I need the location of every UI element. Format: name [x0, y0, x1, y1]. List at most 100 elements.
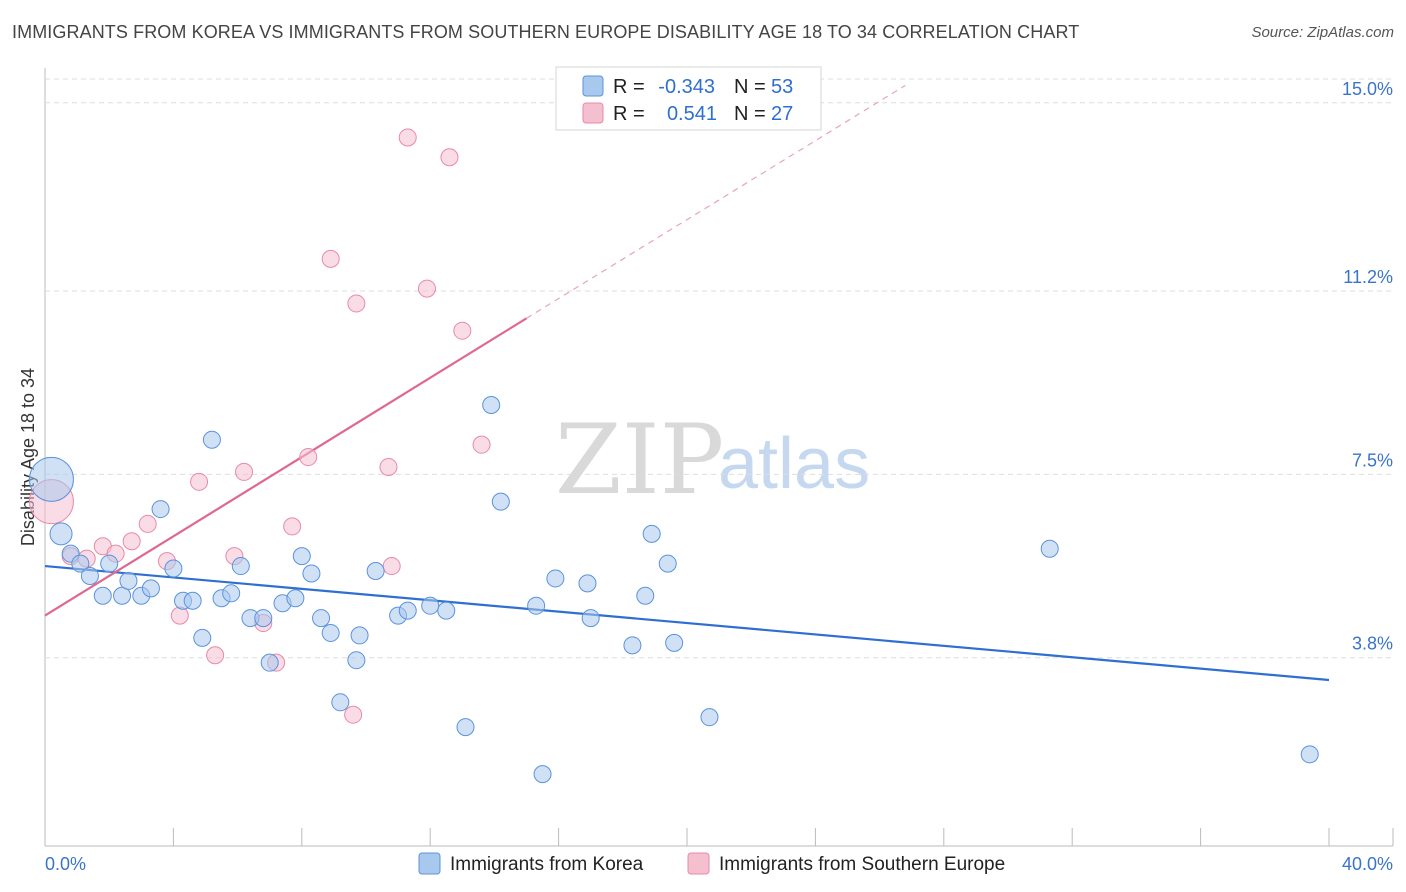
legend-seur-n-label: N =	[734, 103, 766, 125]
point-korea	[437, 601, 456, 620]
point-korea	[527, 596, 546, 615]
point-southern-europe	[344, 705, 363, 724]
point-korea	[1040, 539, 1059, 558]
legend-korea-n-value: 53	[771, 76, 793, 98]
point-southern-europe	[347, 294, 366, 313]
point-korea	[642, 524, 661, 543]
legend-korea-r-value: -0.343	[658, 76, 715, 98]
point-southern-europe	[440, 148, 459, 167]
point-korea	[71, 554, 90, 573]
series-legend: Immigrants from Korea Immigrants from So…	[418, 852, 1005, 875]
y-tick-labels: 3.8% 7.5% 11.2% 15.0%	[1342, 79, 1393, 654]
point-korea	[312, 609, 331, 628]
point-korea	[578, 574, 597, 593]
point-korea	[302, 564, 321, 583]
point-korea	[347, 651, 366, 670]
bottom-legend-swatch-korea	[418, 852, 441, 875]
point-korea	[141, 579, 160, 598]
watermark-atlas: atlas	[718, 424, 870, 504]
source-label: Source: ZipAtlas.com	[1251, 24, 1394, 41]
chart-title: IMMIGRANTS FROM KOREA VS IMMIGRANTS FROM…	[12, 22, 1080, 42]
point-southern-europe	[170, 606, 189, 625]
point-korea	[80, 566, 99, 585]
watermark-zip: ZIP	[555, 404, 724, 516]
point-southern-europe	[417, 279, 436, 298]
point-korea	[665, 633, 684, 652]
point-korea	[581, 609, 600, 628]
point-korea	[321, 623, 340, 642]
point-southern-europe	[190, 472, 209, 491]
point-korea	[93, 586, 112, 605]
bottom-legend-seur: Immigrants from Southern Europe	[719, 854, 1005, 875]
point-korea	[421, 596, 440, 615]
point-korea	[231, 557, 250, 576]
point-southern-europe	[283, 517, 302, 536]
point-southern-europe	[138, 514, 157, 533]
y-tick-label: 15.0%	[1342, 79, 1393, 99]
x-tick-label-min: 0.0%	[45, 854, 86, 874]
point-korea	[100, 554, 119, 573]
point-southern-europe	[398, 128, 417, 147]
point-korea	[533, 765, 552, 784]
point-korea	[164, 559, 183, 578]
bottom-legend-korea: Immigrants from Korea	[450, 854, 644, 875]
point-korea	[623, 636, 642, 655]
legend-seur-n-value: 27	[771, 103, 793, 125]
correlation-legend: R = -0.343 N = 53 R = 0.541 N = 27	[555, 66, 822, 131]
point-korea	[1300, 745, 1319, 764]
point-korea	[366, 562, 385, 581]
legend-korea-n-label: N =	[734, 76, 766, 98]
point-korea	[202, 430, 221, 449]
trend-line-seur	[44, 317, 528, 617]
point-korea	[183, 591, 202, 610]
point-korea	[254, 609, 273, 628]
point-korea	[260, 653, 279, 672]
point-korea	[350, 626, 369, 645]
point-korea	[193, 628, 212, 647]
x-tick-label-max: 40.0%	[1342, 854, 1393, 874]
legend-seur-r-value: 0.541	[667, 103, 717, 125]
point-korea	[113, 586, 132, 605]
trend-line-korea	[44, 564, 1330, 682]
point-korea	[700, 708, 719, 727]
point-southern-europe	[235, 462, 254, 481]
point-korea	[292, 547, 311, 566]
point-korea	[658, 554, 677, 573]
point-korea	[482, 396, 501, 415]
point-korea	[222, 584, 241, 603]
point-korea	[398, 601, 417, 620]
watermark: ZIP atlas	[555, 404, 870, 516]
trend-lines	[44, 84, 1330, 682]
y-tick-label: 3.8%	[1352, 634, 1393, 654]
series-southern-europe	[28, 128, 491, 724]
point-korea	[151, 500, 170, 519]
legend-korea-r-label: R =	[613, 76, 645, 98]
point-korea	[491, 492, 510, 511]
series-korea	[28, 396, 1319, 784]
point-southern-europe	[382, 557, 401, 576]
y-axis-label: Disability Age 18 to 34	[18, 368, 38, 546]
point-korea	[286, 589, 305, 608]
bottom-legend-swatch-seur	[687, 852, 710, 875]
y-tick-label: 11.2%	[1343, 267, 1393, 287]
x-ticks	[172, 828, 1394, 846]
legend-swatch-korea	[582, 75, 604, 97]
point-korea	[119, 571, 138, 590]
point-southern-europe	[379, 457, 398, 476]
point-southern-europe	[299, 448, 318, 467]
point-korea	[331, 693, 350, 712]
point-korea	[456, 718, 475, 737]
point-korea	[636, 586, 655, 605]
trend-line-seur-extension	[526, 84, 906, 319]
legend-seur-r-label: R =	[613, 103, 645, 125]
point-southern-europe	[122, 532, 141, 551]
point-korea	[546, 569, 565, 588]
point-southern-europe	[453, 321, 472, 340]
point-southern-europe	[206, 646, 225, 665]
y-tick-label: 7.5%	[1352, 450, 1393, 470]
point-korea	[49, 522, 73, 546]
point-southern-europe	[321, 249, 340, 268]
legend-swatch-seur	[582, 102, 604, 124]
point-southern-europe	[472, 435, 491, 454]
